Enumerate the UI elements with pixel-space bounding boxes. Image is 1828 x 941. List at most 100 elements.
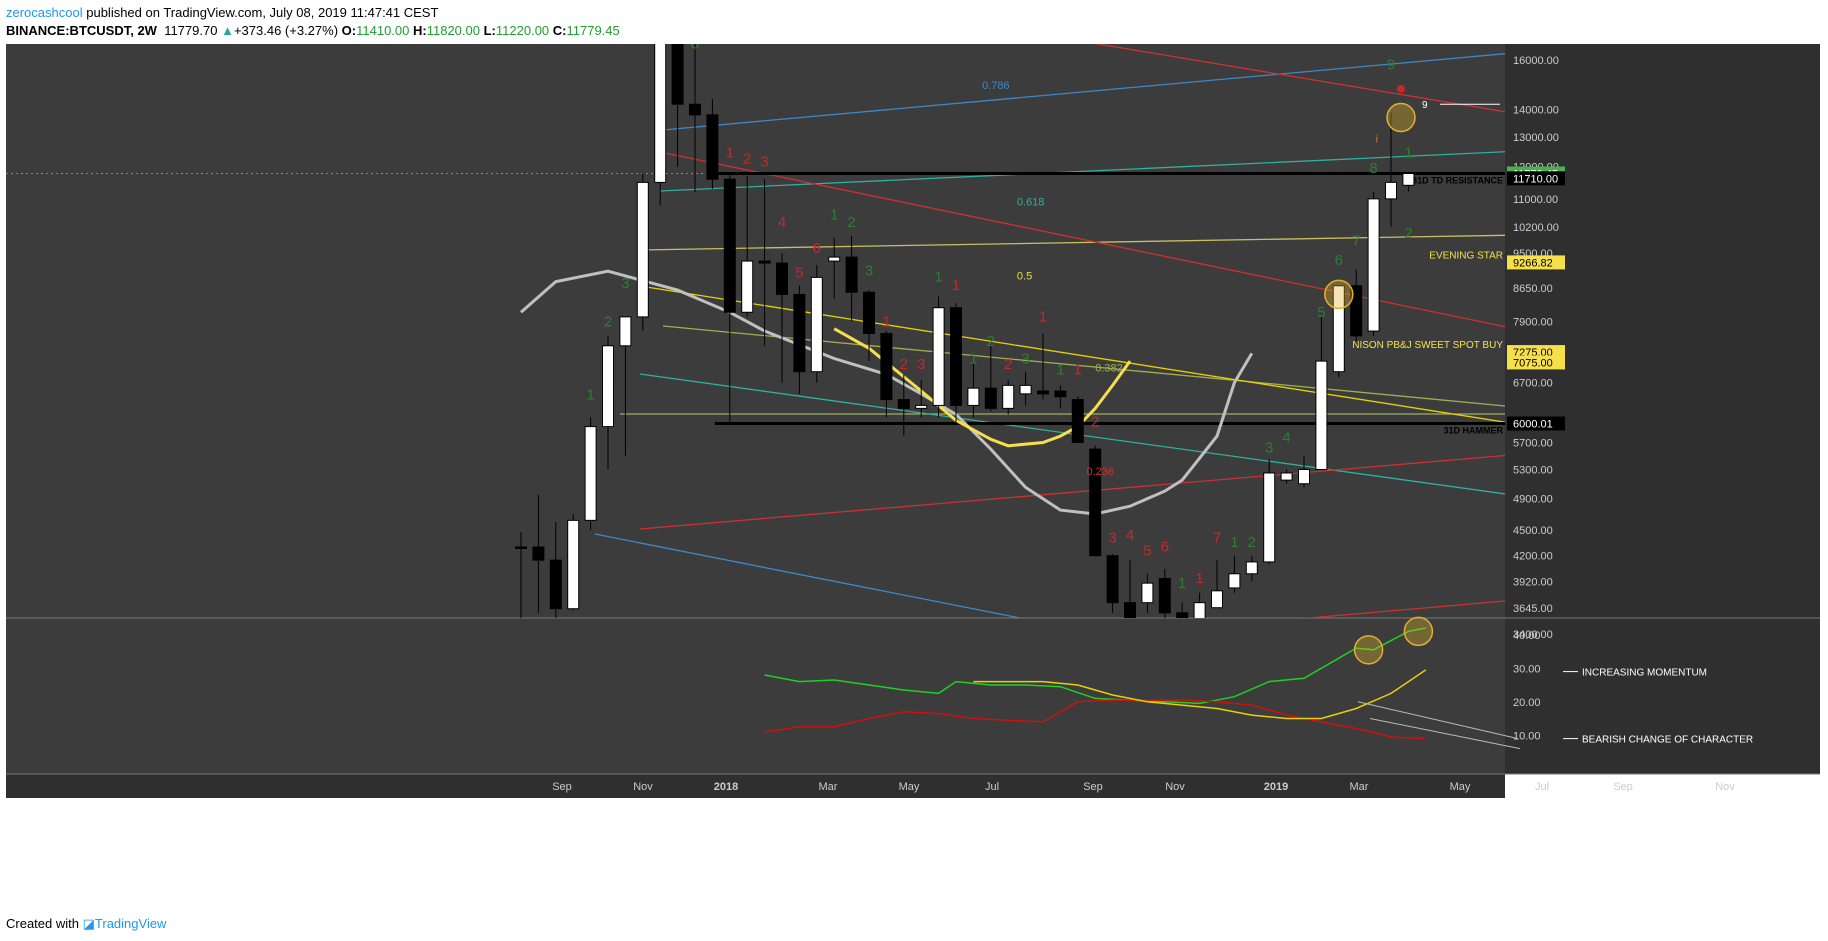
trend-line-9 [594,533,1024,618]
candle-body [515,546,527,549]
candle-body [689,103,701,116]
price-tick-label: 4500.00 [1513,525,1553,537]
candle-body [1158,577,1171,614]
dashed-level-tag-bg [1507,255,1565,270]
time-tick-label: Mar [819,781,838,793]
close-value: 11779.45 [566,23,620,38]
candle-body [567,519,580,610]
candle-body [1124,602,1136,618]
trend-line-3 [662,325,1505,407]
td-count-label: 1 [830,207,838,224]
moving-average-white [520,269,1254,516]
high-label: H: [413,23,427,38]
td-count-label: 2 [1004,356,1012,373]
candle [1211,560,1223,609]
small-i-annotation: i [1376,134,1378,146]
td-count-label: 7 [1213,530,1221,547]
time-tick-label: Nov [633,781,653,793]
author-link[interactable]: zerocashcool [6,5,83,20]
candle [654,44,667,206]
candle-body [1332,285,1345,373]
trend-line-10 [639,454,1505,530]
candle [1263,459,1276,565]
dashed-level-tag-text: 9266.82 [1513,257,1553,269]
td-count-label: 6 [1161,538,1169,555]
price-tick-label: 14000.00 [1513,104,1559,116]
trend-line-2 [639,234,1505,251]
candle [880,331,893,418]
candle [828,237,841,299]
candle-body [619,316,632,347]
candle-body [863,291,875,334]
level-tag-bg [1507,171,1565,186]
candle-body [1054,390,1067,398]
candle [706,99,719,189]
candle-body [584,426,597,521]
candle [1315,316,1328,470]
price-tick-label: 8650.00 [1513,283,1553,295]
candle [636,172,649,332]
candle [1332,285,1345,378]
osc-tick-label: 10.00 [1513,730,1541,742]
td-count-label: 1 [1195,570,1203,587]
time-tick-label: Nov [1715,781,1735,793]
trend-line-5 [639,285,1505,423]
candle-body [1263,472,1276,563]
candle-body [1367,198,1380,332]
tradingview-link[interactable]: TradingView [94,916,167,931]
candle [776,253,788,383]
trend-line-0 [662,53,1505,131]
td-count-label: 5 [795,264,803,281]
time-tick-label: Mar [1350,781,1369,793]
time-tick-label: 2019 [1264,781,1288,793]
fib-label: 0.786 [982,80,1010,92]
footer: Created with ◪TradingView [6,916,166,932]
candle-body [1019,384,1032,395]
price-tick-label: 4200.00 [1513,551,1553,563]
candle [1054,385,1067,409]
td-count-label: 5 [1317,304,1325,321]
candle [1402,172,1415,192]
td-count-label: 1 [934,269,942,286]
time-tick-label: Jul [1535,781,1549,793]
td-count-label: 3 [621,275,629,292]
up-arrow-icon: ▲ [221,23,234,38]
candle-body [636,181,649,318]
td-count-label: 3 [1265,439,1273,456]
time-axis-background [6,774,1505,798]
candle [793,285,806,394]
candle [1158,569,1171,618]
price-tick-label: 7900.00 [1513,317,1553,329]
tradingview-logo-icon: ◪ [82,916,95,931]
candle-body [984,387,997,409]
osc-trendline [1357,701,1519,740]
candle [602,335,614,470]
candle-body [1298,468,1310,485]
td-count-label: 4 [1282,430,1290,447]
osc-highlight-circle [1403,616,1434,647]
moving-average-yellow [833,327,1132,448]
td-count-label: 8 [691,44,699,53]
trend-line-11 [1301,600,1505,618]
last-price: 11779.70 [164,23,218,38]
candle [1280,469,1293,484]
candle-body [741,260,754,313]
td-count-label: 3 [1108,530,1116,547]
candle [1141,573,1154,613]
trend-line-6 [659,151,1505,328]
time-tick-label: Jul [985,781,999,793]
td-count-label: 1 [1178,575,1186,592]
candle [950,303,962,424]
candle [1193,592,1206,618]
time-tick-label: Sep [1613,781,1633,793]
hammer-tag-text: 6000.01 [1513,419,1553,431]
td-count-label: 1 [726,144,734,161]
candle-body [793,293,806,373]
td-count-label: 3 [760,154,768,171]
price-chart[interactable]: 31D TD RESISTANCE 31D HAMMER 0.786 0.618 0.5… [0,44,1828,914]
candle [515,531,527,618]
price-tick-label: 5300.00 [1513,464,1553,476]
osc-annotation: INCREASING MOMENTUM [1582,668,1707,679]
price-tick-label: 9500.00 [1513,248,1553,260]
candle [984,345,997,412]
